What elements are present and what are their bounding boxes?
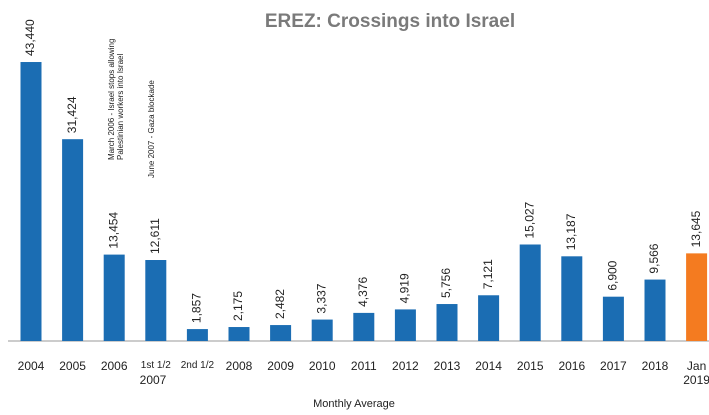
bar <box>436 304 458 341</box>
bar <box>270 325 292 341</box>
data-label: 13,454 <box>106 212 120 249</box>
group-label: 2007 <box>140 373 167 387</box>
data-label: 2,482 <box>273 289 287 319</box>
bar <box>519 244 541 341</box>
bar <box>228 327 250 341</box>
bar <box>561 256 583 341</box>
annotation: March 2006 - Israel stops allowing Pales… <box>107 38 125 160</box>
data-label: 4,376 <box>356 277 370 307</box>
x-tick-label: 2005 <box>59 359 86 373</box>
data-label: 13,187 <box>564 213 578 250</box>
data-label: 4,919 <box>398 273 412 303</box>
x-tick-label: 2nd 1/2 <box>180 360 215 371</box>
chart-title: EREZ: Crossings into Israel <box>265 11 515 32</box>
data-label: 15,027 <box>522 201 536 238</box>
x-tick-label: 2015 <box>516 359 544 373</box>
x-axis-label: Monthly Average <box>313 398 395 410</box>
bar <box>394 309 416 341</box>
data-label: 31,424 <box>65 96 79 133</box>
bar <box>20 62 42 341</box>
x-tick-label: 2017 <box>600 359 627 373</box>
x-tick-label: 2012 <box>392 359 419 373</box>
x-tick-label: 2011 <box>350 359 377 373</box>
x-tick-label: 2008 <box>225 359 253 373</box>
annotation: June 2007 - Gaza blockade <box>146 80 156 178</box>
bar <box>478 295 500 341</box>
x-tick-label: Jan 2019 <box>683 359 709 387</box>
bar <box>311 319 333 341</box>
x-tick-label: 2010 <box>308 359 336 373</box>
data-label: 6,900 <box>606 260 620 290</box>
bar <box>186 329 208 341</box>
bar <box>602 296 624 341</box>
x-tick-label: 2018 <box>641 359 669 373</box>
bar <box>686 253 708 341</box>
data-label: 1,857 <box>190 293 204 323</box>
data-label: 13,645 <box>689 210 703 247</box>
x-tick-label: 2013 <box>433 359 461 373</box>
annotation-text: June 2007 - Gaza blockade <box>146 80 156 178</box>
x-tick-label: 2009 <box>267 359 294 373</box>
data-label: 9,566 <box>647 243 661 273</box>
x-tick-label: 1st 1/2 <box>140 360 171 371</box>
x-tick-label: 2004 <box>17 359 45 373</box>
x-tick-label: 2014 <box>475 359 502 373</box>
bar <box>103 254 125 341</box>
data-label: 43,440 <box>23 19 37 56</box>
bar <box>145 260 167 341</box>
data-label: 2,175 <box>231 291 245 321</box>
annotation-text: March 2006 - Israel stops allowing Pales… <box>107 38 125 160</box>
data-label: 12,611 <box>148 218 162 254</box>
x-tick-label: 2006 <box>100 359 128 373</box>
data-label: 5,756 <box>439 268 453 298</box>
x-tick-label: 2016 <box>558 359 586 373</box>
data-label: 3,337 <box>314 283 328 313</box>
bar <box>353 312 375 341</box>
bar <box>62 139 84 341</box>
data-label: 7,121 <box>481 259 495 289</box>
bar <box>644 279 666 341</box>
